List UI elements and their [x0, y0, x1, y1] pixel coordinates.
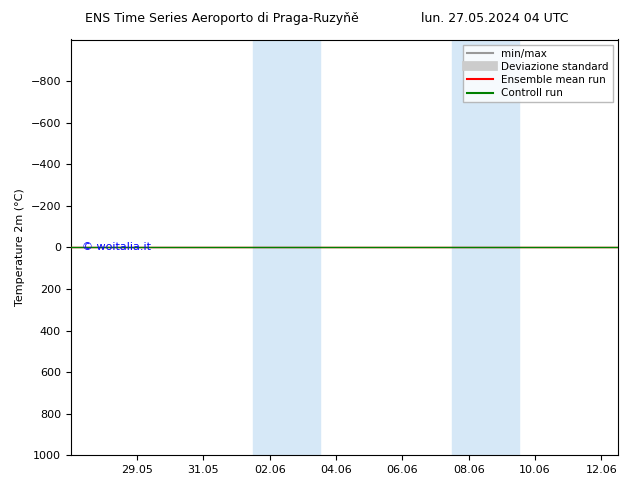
Bar	[452, 40, 519, 455]
Text: © woitalia.it: © woitalia.it	[82, 243, 151, 252]
Bar	[253, 40, 320, 455]
Y-axis label: Temperature 2m (°C): Temperature 2m (°C)	[15, 189, 25, 306]
Text: ENS Time Series Aeroporto di Praga-Ruzyňě: ENS Time Series Aeroporto di Praga-Ruzyň…	[85, 12, 359, 25]
Legend: min/max, Deviazione standard, Ensemble mean run, Controll run: min/max, Deviazione standard, Ensemble m…	[463, 45, 613, 102]
Text: lun. 27.05.2024 04 UTC: lun. 27.05.2024 04 UTC	[421, 12, 568, 25]
